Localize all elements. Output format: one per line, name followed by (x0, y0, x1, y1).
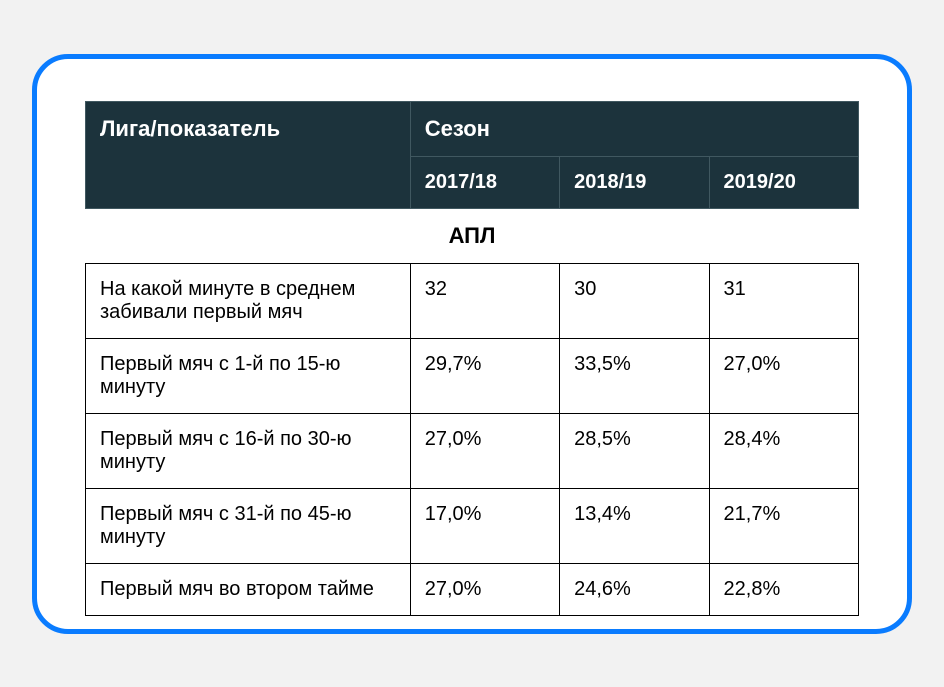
stats-table: Лига/показатель Сезон 2017/18 2018/19 20… (85, 101, 859, 616)
stats-card: Лига/показатель Сезон 2017/18 2018/19 20… (32, 54, 912, 634)
value-cell: 13,4% (560, 488, 709, 563)
season-col-0: 2017/18 (410, 156, 559, 208)
table-row: Первый мяч с 31-й по 45-ю минуту 17,0% 1… (86, 488, 859, 563)
section-row: АПЛ (86, 208, 859, 263)
table-row: На какой минуте в среднем забивали первы… (86, 263, 859, 338)
table-row: Первый мяч с 16-й по 30-ю минуту 27,0% 2… (86, 413, 859, 488)
value-cell: 30 (560, 263, 709, 338)
metric-cell: Первый мяч во втором тайме (86, 563, 411, 615)
value-cell: 27,0% (410, 413, 559, 488)
header-row-1: Лига/показатель Сезон (86, 101, 859, 156)
table-row: Первый мяч с 1-й по 15-ю минуту 29,7% 33… (86, 338, 859, 413)
value-cell: 27,0% (410, 563, 559, 615)
header-season: Сезон (410, 101, 858, 156)
metric-cell: Первый мяч с 16-й по 30-ю минуту (86, 413, 411, 488)
value-cell: 32 (410, 263, 559, 338)
value-cell: 33,5% (560, 338, 709, 413)
metric-cell: Первый мяч с 31-й по 45-ю минуту (86, 488, 411, 563)
value-cell: 22,8% (709, 563, 858, 615)
value-cell: 28,4% (709, 413, 858, 488)
season-col-1: 2018/19 (560, 156, 709, 208)
season-col-2: 2019/20 (709, 156, 858, 208)
value-cell: 28,5% (560, 413, 709, 488)
value-cell: 31 (709, 263, 858, 338)
header-metric: Лига/показатель (86, 101, 411, 208)
section-label: АПЛ (86, 208, 859, 263)
value-cell: 24,6% (560, 563, 709, 615)
value-cell: 21,7% (709, 488, 858, 563)
value-cell: 29,7% (410, 338, 559, 413)
value-cell: 27,0% (709, 338, 858, 413)
table-row: Первый мяч во втором тайме 27,0% 24,6% 2… (86, 563, 859, 615)
metric-cell: Первый мяч с 1-й по 15-ю минуту (86, 338, 411, 413)
value-cell: 17,0% (410, 488, 559, 563)
metric-cell: На какой минуте в среднем забивали первы… (86, 263, 411, 338)
